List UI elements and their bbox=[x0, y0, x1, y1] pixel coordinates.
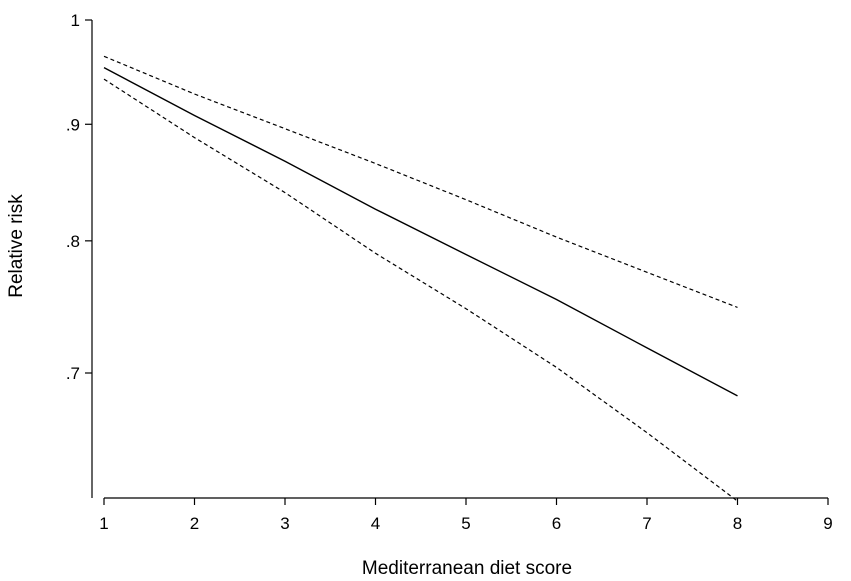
y-tick-label: .7 bbox=[66, 364, 80, 383]
x-tick-label: 4 bbox=[371, 514, 380, 533]
x-tick-label: 6 bbox=[552, 514, 561, 533]
lower-ci-line bbox=[103, 78, 738, 502]
y-axis-title: Relative risk bbox=[6, 194, 27, 298]
x-tick-label: 8 bbox=[733, 514, 742, 533]
x-tick-label: 3 bbox=[280, 514, 289, 533]
x-tick-label: 9 bbox=[823, 514, 832, 533]
y-tick-label: .8 bbox=[66, 232, 80, 251]
x-axis-title: Mediterranean diet score bbox=[362, 558, 572, 579]
x-tick-label: 5 bbox=[461, 514, 470, 533]
upper-ci-line bbox=[103, 55, 738, 308]
x-tick-label: 1 bbox=[99, 514, 108, 533]
x-tick-label: 2 bbox=[190, 514, 199, 533]
y-tick-label: 1 bbox=[71, 11, 80, 30]
y-tick-label: .9 bbox=[66, 115, 80, 134]
y-axis: 1 .9 .8 .7 bbox=[66, 11, 93, 498]
x-tick-label: 7 bbox=[642, 514, 651, 533]
x-axis: 1 2 3 4 5 6 7 8 9 bbox=[99, 497, 833, 533]
series-layer bbox=[103, 55, 738, 502]
estimate-line bbox=[103, 66, 738, 397]
